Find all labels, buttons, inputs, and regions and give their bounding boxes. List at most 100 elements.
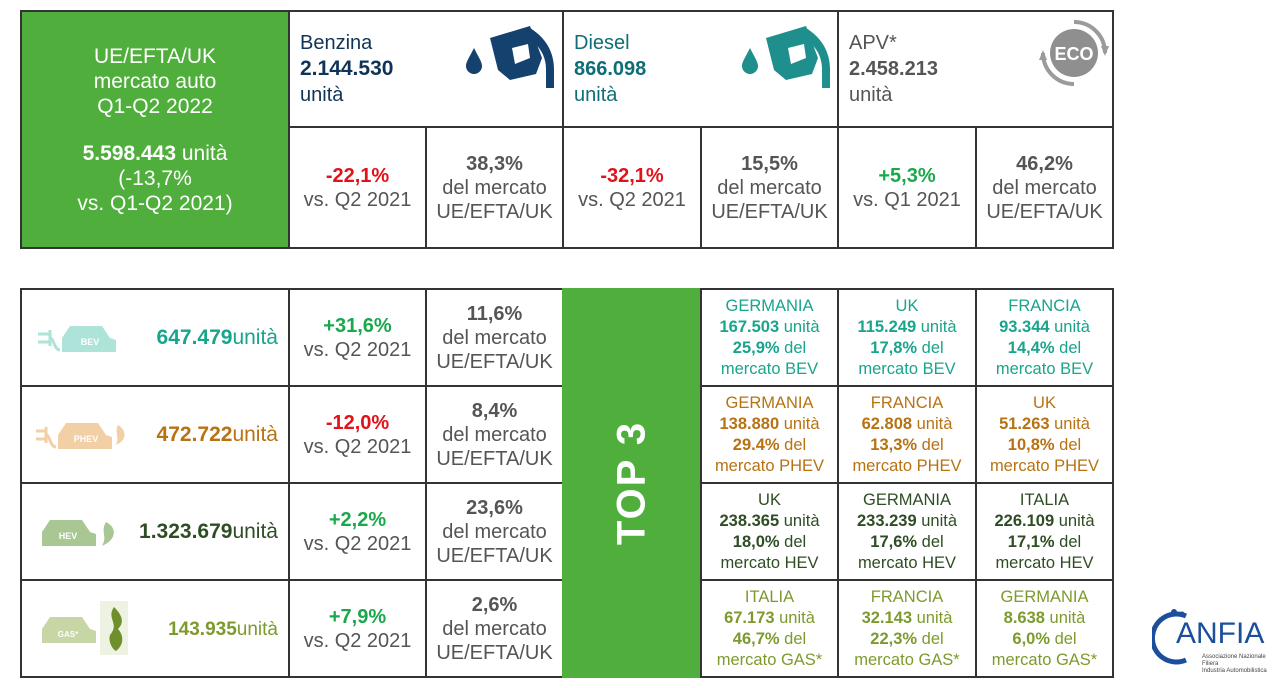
top3-label: TOP 3	[609, 420, 654, 546]
top3-value: 62.808	[861, 414, 913, 433]
top3-market: mercato BEV	[858, 359, 956, 378]
bev-units-cell: BEV 647.479 unità	[20, 288, 290, 387]
top3-market: mercato PHEV	[989, 456, 1100, 475]
benzina-vs: vs. Q2 2021	[303, 188, 412, 211]
top3-share: 6,0%	[1012, 629, 1050, 648]
top3-unit: unità	[916, 511, 958, 530]
top3-share: 22,3%	[870, 629, 918, 648]
bev-share-l2: UE/EFTA/UK	[436, 350, 553, 373]
top3-unit: unità	[912, 414, 953, 433]
gas-share-value: 2,6%	[471, 593, 518, 616]
top3-hev-3: ITALIA 226.109 unità 17,1% del mercato H…	[975, 482, 1114, 581]
top3-value: 233.239	[856, 511, 917, 530]
benzina-share: 38,3% del mercato UE/EFTA/UK	[425, 126, 564, 249]
phev-unit: unità	[232, 423, 278, 446]
top3-unit: unità	[1049, 414, 1090, 433]
gas-share: 2,6% del mercato UE/EFTA/UK	[425, 579, 564, 678]
bev-change: +31,6% vs. Q2 2021	[288, 288, 427, 387]
summary-vs: vs. Q1-Q2 2021)	[77, 191, 233, 215]
hev-change-value: +2,2%	[328, 508, 387, 531]
top3-market: mercato GAS*	[991, 650, 1098, 669]
benzina-name: Benzina	[300, 32, 373, 54]
top3-unit: unità	[779, 317, 820, 336]
benzina-header: Benzina 2.144.530 unità	[288, 10, 564, 128]
benzina-share-value: 38,3%	[466, 152, 523, 175]
eco-label: ECO	[1054, 44, 1093, 64]
top3-share-suffix: del	[1050, 629, 1077, 648]
top3-value: 32.143	[861, 608, 913, 627]
apv-change-value: +5,3%	[878, 164, 936, 187]
top3-share-suffix: del	[917, 629, 944, 648]
diesel-name: Diesel	[574, 32, 630, 54]
phev-share-l2: UE/EFTA/UK	[436, 447, 553, 470]
gas-units-cell: GAS* 143.935 unità	[20, 579, 290, 678]
top3-share-suffix: del	[917, 338, 944, 357]
phev-units-cell: PHEV 472.722 unità	[20, 385, 290, 484]
top3-market: mercato BEV	[995, 359, 1094, 378]
anfia-line-2: Filiera	[1202, 661, 1219, 667]
top3-unit: unità	[912, 608, 953, 627]
hev-vs: vs. Q2 2021	[303, 532, 412, 555]
top3-country: ITALIA	[1019, 490, 1070, 509]
top3-value: 67.173	[724, 608, 775, 627]
diesel-unit: unità	[574, 84, 618, 106]
phev-share-l1: del mercato	[442, 423, 547, 446]
phev-car-icon: PHEV	[36, 423, 125, 449]
top3-country: FRANCIA	[1008, 296, 1081, 315]
anfia-line-1: Associazione Nazionale	[1202, 654, 1266, 660]
top3-country: GERMANIA	[725, 393, 814, 412]
top3-value: 138.880	[719, 414, 780, 433]
bev-value: 647.479	[156, 326, 233, 349]
top3-share-suffix: del	[1054, 435, 1082, 454]
top3-country: GERMANIA	[1000, 587, 1089, 606]
top3-value: 167.503	[719, 317, 780, 336]
apv-change: +5,3% vs. Q1 2021	[837, 126, 977, 249]
gas-share-l2: UE/EFTA/UK	[436, 641, 553, 664]
top3-market: mercato HEV	[995, 553, 1094, 572]
summary-title-line-2: mercato auto	[93, 69, 217, 93]
anfia-swirl-icon	[1152, 609, 1187, 665]
top3-market: mercato GAS*	[854, 650, 960, 669]
hev-change: +2,2% vs. Q2 2021	[288, 482, 427, 581]
diesel-change: -32,1% vs. Q2 2021	[562, 126, 702, 249]
top3-share-suffix: del	[1054, 532, 1082, 551]
top3-share-suffix: del	[779, 629, 807, 648]
top3-market: mercato HEV	[857, 553, 957, 572]
top3-share-suffix: del	[917, 435, 944, 454]
top3-unit: unità	[1054, 511, 1095, 530]
apv-value: 2.458.213	[849, 58, 938, 80]
hev-car-icon: HEV	[42, 520, 114, 546]
top3-bev-1: GERMANIA 167.503 unità 25,9% del mercato…	[700, 288, 839, 387]
summary-title-line-3: Q1-Q2 2022	[97, 94, 213, 118]
hev-icon-label: HEV	[59, 531, 78, 541]
top3-bev-2: UK 115.249 unità 17,8% del mercato BEV	[837, 288, 977, 387]
gas-value: 143.935	[168, 619, 237, 640]
top3-share: 46,7%	[732, 629, 780, 648]
fuel-pump-icon	[742, 26, 830, 88]
fuel-pump-icon	[466, 26, 554, 88]
top3-share: 25,9%	[732, 338, 780, 357]
benzina-unit: unità	[300, 84, 344, 106]
top3-market: mercato PHEV	[852, 456, 962, 475]
top3-unit: unità	[779, 511, 820, 530]
top3-banner: TOP 3	[562, 288, 702, 678]
summary-total-value: 5.598.443	[82, 141, 177, 165]
phev-icon-label: PHEV	[74, 434, 99, 444]
phev-change-value: -12,0%	[325, 411, 390, 434]
top3-share: 14,4%	[1007, 338, 1055, 357]
anfia-name: ANFIA	[1176, 617, 1265, 650]
hev-share-l1: del mercato	[442, 520, 547, 543]
phev-value: 472.722	[156, 423, 233, 446]
gas-unit: unità	[236, 619, 278, 640]
top3-country: UK	[1033, 393, 1056, 412]
hev-share-l2: UE/EFTA/UK	[436, 544, 553, 567]
top3-share-suffix: del	[1054, 338, 1082, 357]
hev-value: 1.323.679	[139, 520, 233, 543]
bev-change-value: +31,6%	[323, 314, 392, 337]
top3-share-suffix: del	[779, 532, 807, 551]
bev-share-l1: del mercato	[442, 326, 547, 349]
summary-title-line-1: UE/EFTA/UK	[93, 44, 217, 68]
benzina-change: -22,1% vs. Q2 2021	[288, 126, 427, 249]
top3-bev-3: FRANCIA 93.344 unità 14,4% del mercato B…	[975, 288, 1114, 387]
gas-share-l1: del mercato	[442, 617, 547, 640]
